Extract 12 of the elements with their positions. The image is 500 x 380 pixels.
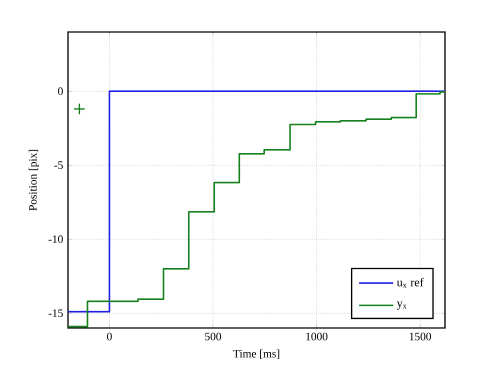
x-axis-title: Time [ms] <box>233 350 280 359</box>
x-tick-label: 0 <box>107 332 112 340</box>
y-tick-label: -15 <box>48 309 63 317</box>
legend-label: u$_{x}$ ref <box>396 278 424 288</box>
x-tick-label: 1000 <box>306 332 328 340</box>
y-tick-label: -10 <box>48 235 63 244</box>
y-axis-title: Position [pix] <box>28 150 40 211</box>
y-tick-label: 0 <box>58 87 63 96</box>
y-tick-label: -5 <box>54 161 63 169</box>
legend-label: y$_{x}$ <box>396 302 407 310</box>
x-tick-label: 1500 <box>410 332 432 340</box>
x-tick-label: 500 <box>205 332 222 340</box>
